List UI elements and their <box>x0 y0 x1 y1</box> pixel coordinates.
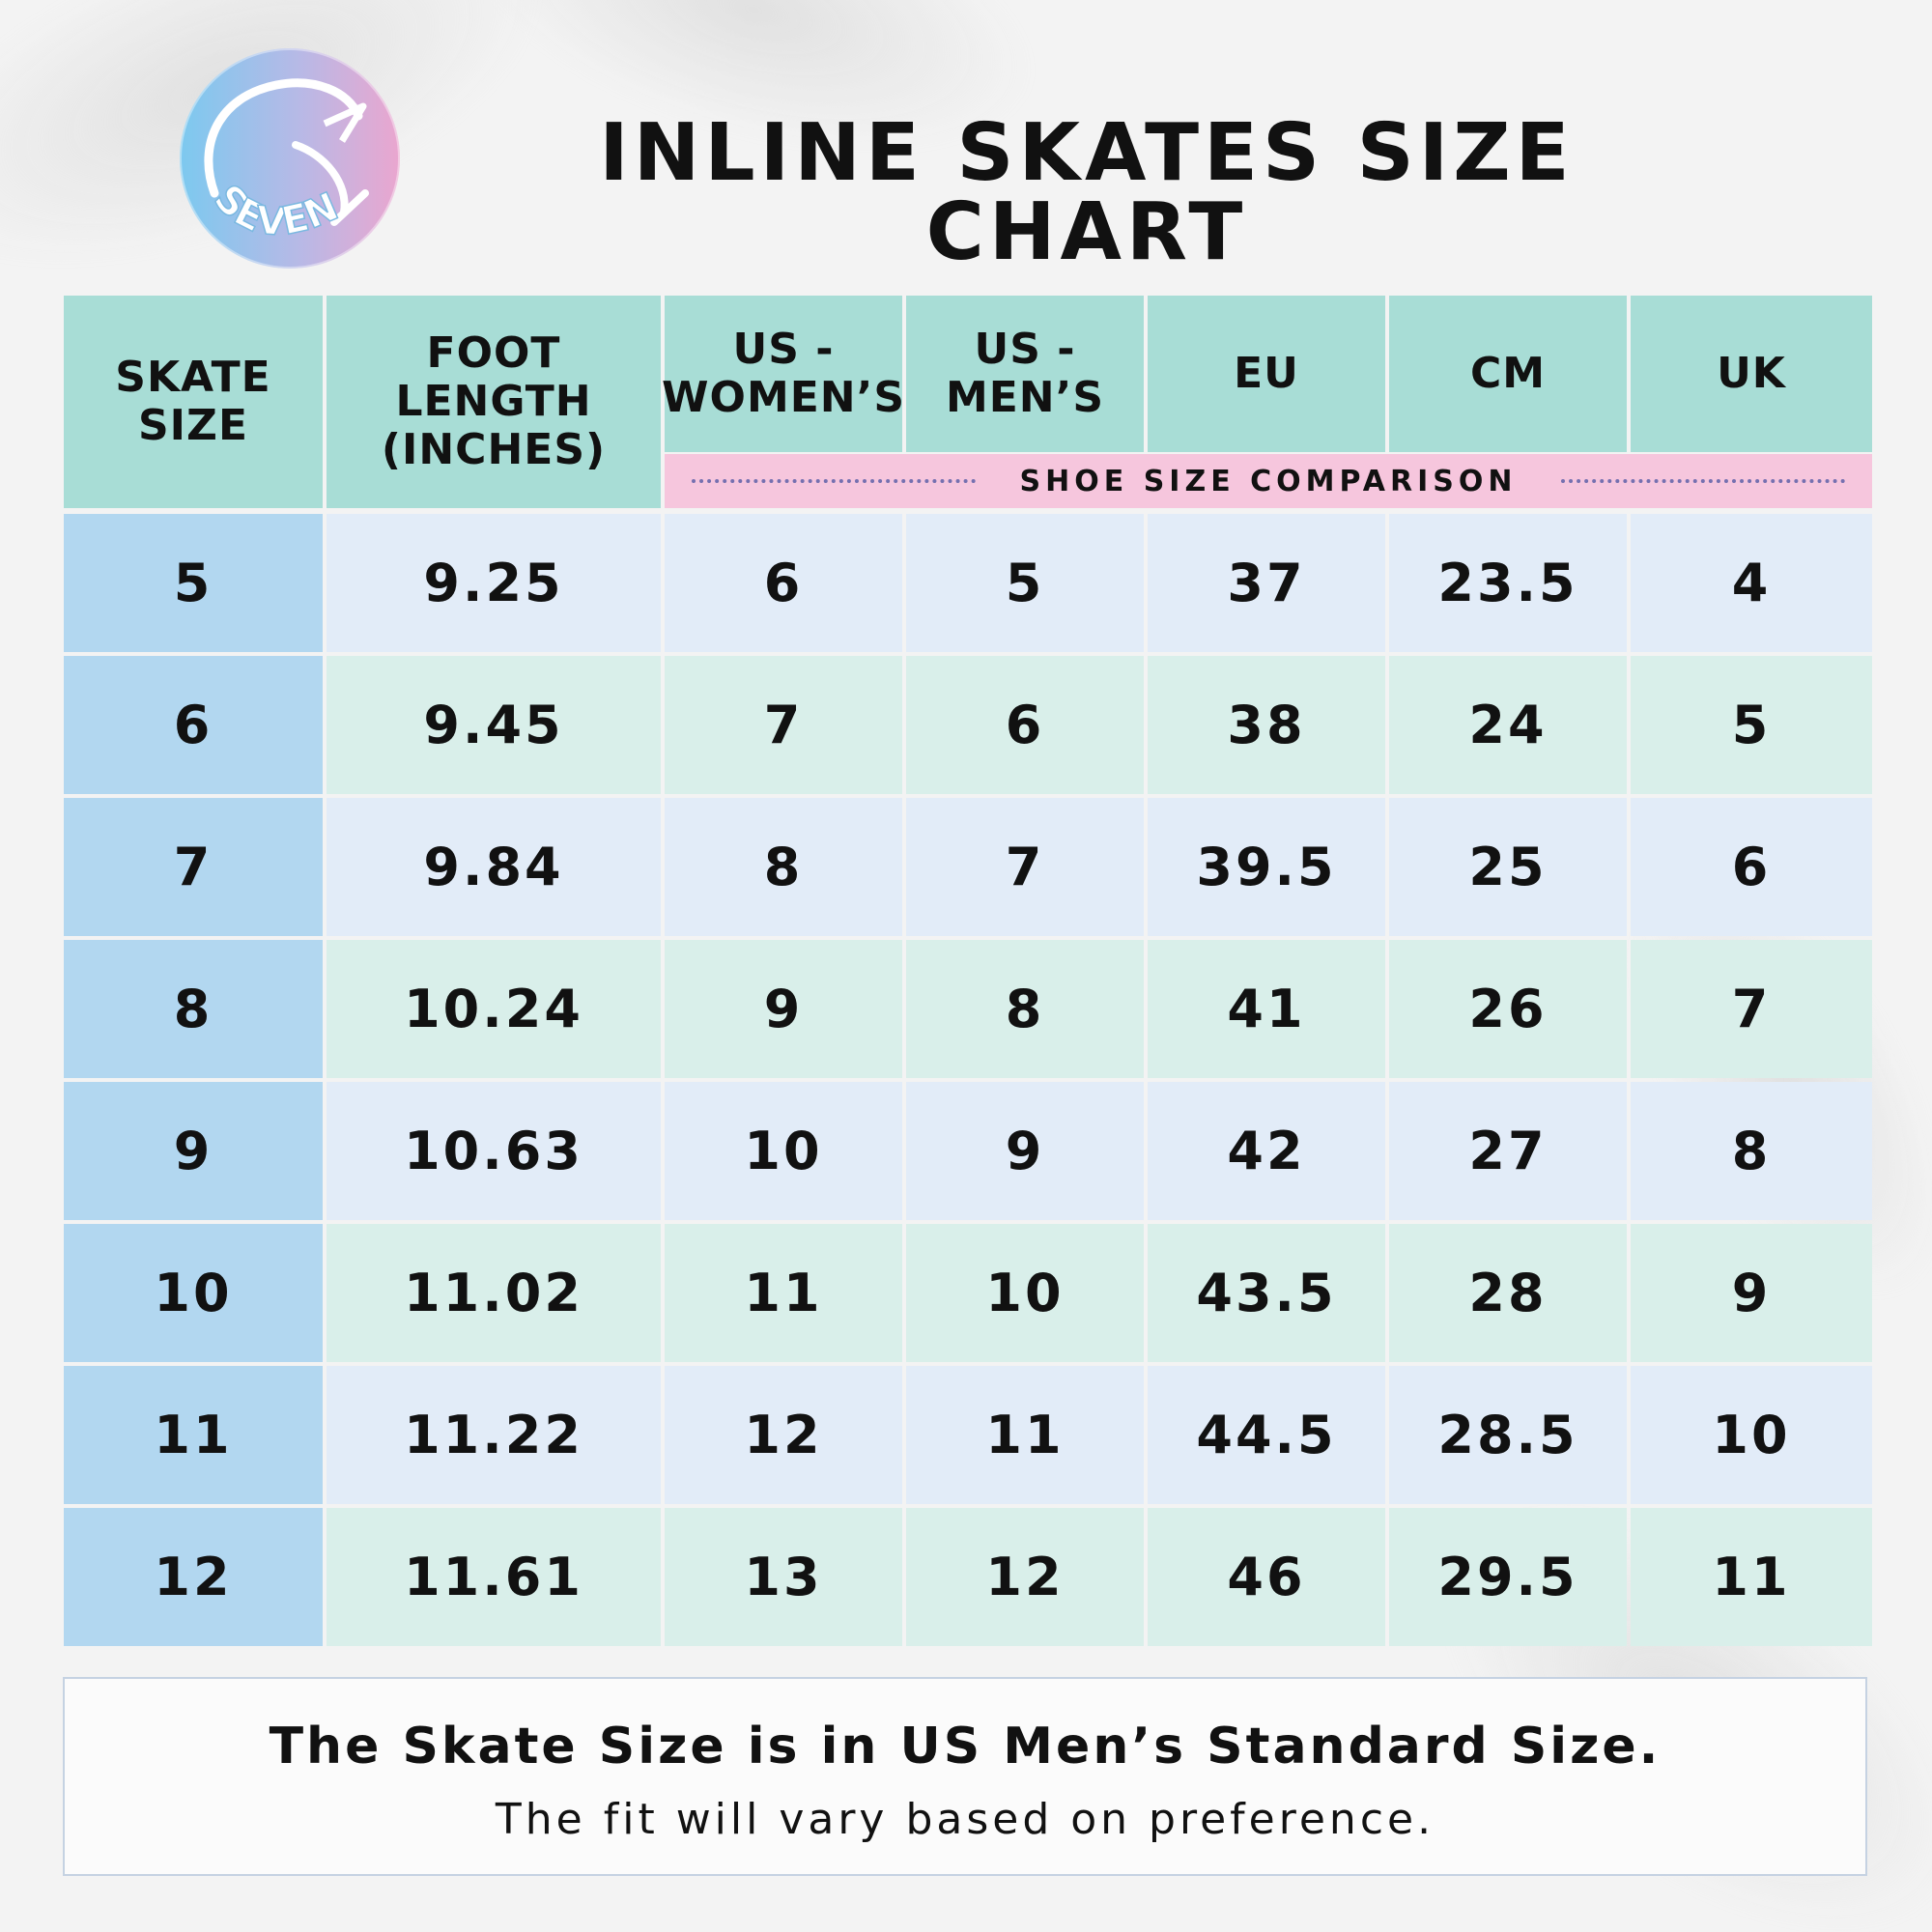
cell-us-womens: 7 <box>665 656 902 794</box>
cell-cm: 28.5 <box>1389 1366 1627 1504</box>
cell-us-mens: 12 <box>906 1508 1144 1646</box>
cell-foot-length: 11.02 <box>327 1224 661 1362</box>
cell-us-womens: 9 <box>665 940 902 1078</box>
cell-foot-length: 11.61 <box>327 1508 661 1646</box>
logo-mark-icon: SEVEN <box>204 78 369 245</box>
cell-us-mens: 11 <box>906 1366 1144 1504</box>
size-note-main: The Skate Size is in US Men’s Standard S… <box>269 1718 1662 1776</box>
cell-us-womens: 13 <box>665 1508 902 1646</box>
cell-cm: 29.5 <box>1389 1508 1627 1646</box>
header-us-womens: US - WOMEN’S <box>662 296 904 452</box>
cell-skate-size: 5 <box>64 514 323 652</box>
cell-cm: 25 <box>1389 798 1627 936</box>
page-title: INLINE SKATES SIZE CHART <box>599 107 1575 278</box>
cell-foot-length: 11.22 <box>327 1366 661 1504</box>
table-row: 10 11.02 11 10 43.5 28 9 <box>64 1224 1872 1362</box>
shoe-size-comparison-band: SHOE SIZE COMPARISON <box>665 454 1872 508</box>
table-row: 6 9.45 7 6 38 24 5 <box>64 656 1872 794</box>
cell-us-mens: 5 <box>906 514 1144 652</box>
cell-uk: 11 <box>1631 1508 1872 1646</box>
cell-us-mens: 6 <box>906 656 1144 794</box>
cell-cm: 24 <box>1389 656 1627 794</box>
cell-eu: 44.5 <box>1148 1366 1385 1504</box>
header-skate-size: SKATE SIZE <box>64 296 323 508</box>
dotted-divider-left <box>692 479 976 483</box>
cell-skate-size: 12 <box>64 1508 323 1646</box>
cell-cm: 27 <box>1389 1082 1627 1220</box>
svg-text:SEVEN: SEVEN <box>205 177 344 245</box>
cell-skate-size: 9 <box>64 1082 323 1220</box>
cell-us-womens: 6 <box>665 514 902 652</box>
table-row: 9 10.63 10 9 42 27 8 <box>64 1082 1872 1220</box>
brand-logo: SEVEN <box>180 48 400 269</box>
table-row: 5 9.25 6 5 37 23.5 4 <box>64 514 1872 652</box>
cell-foot-length: 9.45 <box>327 656 661 794</box>
cell-us-mens: 8 <box>906 940 1144 1078</box>
cell-us-womens: 12 <box>665 1366 902 1504</box>
cell-foot-length: 10.63 <box>327 1082 661 1220</box>
cell-cm: 26 <box>1389 940 1627 1078</box>
table-row: 7 9.84 8 7 39.5 25 6 <box>64 798 1872 936</box>
table-row: 8 10.24 9 8 41 26 7 <box>64 940 1872 1078</box>
cell-eu: 38 <box>1148 656 1385 794</box>
cell-skate-size: 7 <box>64 798 323 936</box>
header-foot-length: FOOT LENGTH (INCHES) <box>327 296 661 508</box>
size-chart-table: SKATE SIZE FOOT LENGTH (INCHES) US - WOM… <box>64 296 1872 1646</box>
cell-foot-length: 9.84 <box>327 798 661 936</box>
cell-cm: 28 <box>1389 1224 1627 1362</box>
cell-eu: 43.5 <box>1148 1224 1385 1362</box>
header-cm: CM <box>1389 296 1627 452</box>
cell-us-womens: 8 <box>665 798 902 936</box>
cell-us-womens: 10 <box>665 1082 902 1220</box>
cell-eu: 41 <box>1148 940 1385 1078</box>
cell-cm: 23.5 <box>1389 514 1627 652</box>
cell-uk: 6 <box>1631 798 1872 936</box>
cell-uk: 5 <box>1631 656 1872 794</box>
header-us-mens: US - MEN’S <box>906 296 1144 452</box>
table-row: 11 11.22 12 11 44.5 28.5 10 <box>64 1366 1872 1504</box>
cell-us-mens: 9 <box>906 1082 1144 1220</box>
cell-uk: 4 <box>1631 514 1872 652</box>
cell-skate-size: 10 <box>64 1224 323 1362</box>
cell-us-womens: 11 <box>665 1224 902 1362</box>
cell-uk: 8 <box>1631 1082 1872 1220</box>
cell-uk: 9 <box>1631 1224 1872 1362</box>
cell-skate-size: 8 <box>64 940 323 1078</box>
cell-skate-size: 11 <box>64 1366 323 1504</box>
cell-us-mens: 10 <box>906 1224 1144 1362</box>
cell-eu: 46 <box>1148 1508 1385 1646</box>
header-eu: EU <box>1148 296 1385 452</box>
cell-skate-size: 6 <box>64 656 323 794</box>
shoe-size-comparison-label: SHOE SIZE COMPARISON <box>1019 464 1518 498</box>
cell-eu: 42 <box>1148 1082 1385 1220</box>
logo-text: SEVEN <box>205 176 346 245</box>
cell-uk: 7 <box>1631 940 1872 1078</box>
size-note-sub: The fit will vary based on preference. <box>495 1795 1435 1844</box>
cell-eu: 39.5 <box>1148 798 1385 936</box>
cell-foot-length: 10.24 <box>327 940 661 1078</box>
cell-uk: 10 <box>1631 1366 1872 1504</box>
size-note-box: The Skate Size is in US Men’s Standard S… <box>63 1677 1867 1876</box>
header-uk: UK <box>1631 296 1872 452</box>
dotted-divider-right <box>1561 479 1846 483</box>
cell-eu: 37 <box>1148 514 1385 652</box>
cell-us-mens: 7 <box>906 798 1144 936</box>
cell-foot-length: 9.25 <box>327 514 661 652</box>
table-row: 12 11.61 13 12 46 29.5 11 <box>64 1508 1872 1646</box>
